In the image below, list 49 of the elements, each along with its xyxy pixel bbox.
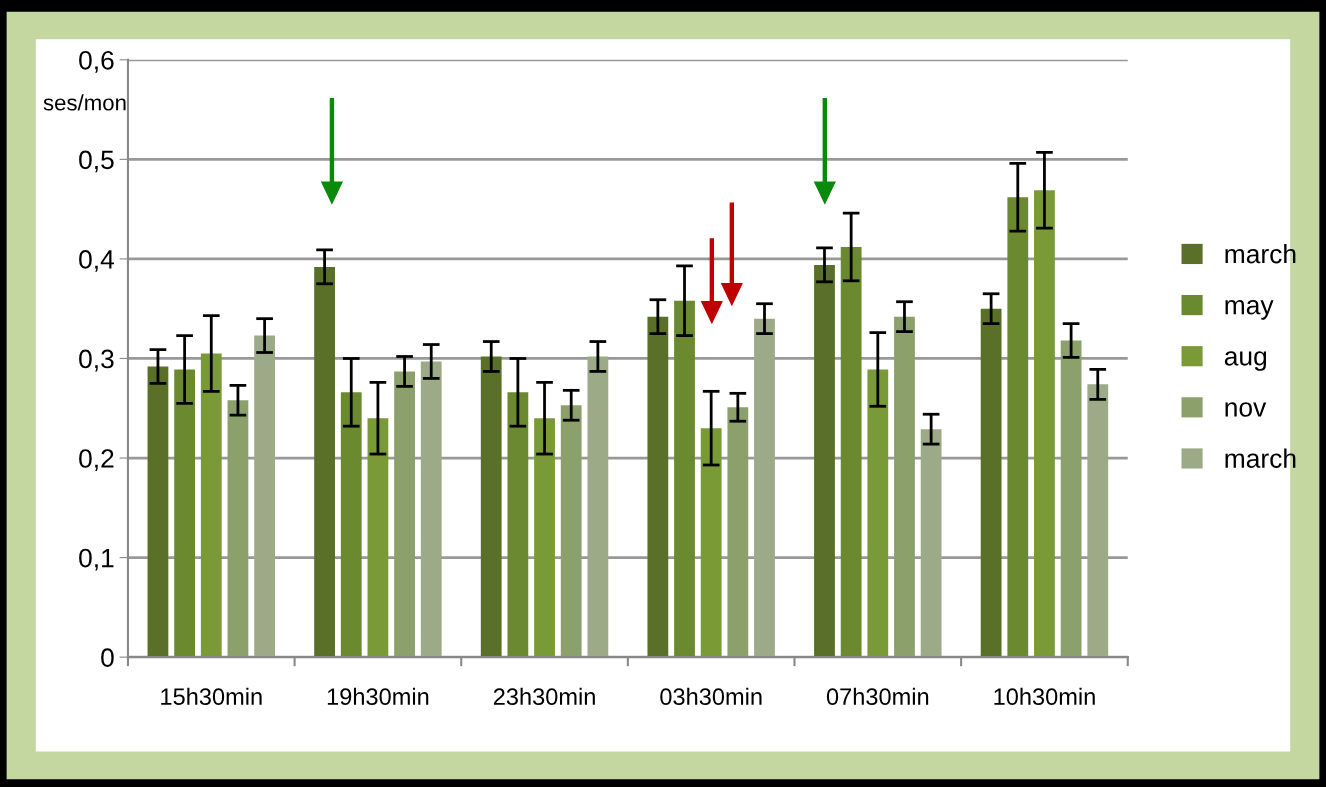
bar (314, 266, 335, 658)
bar (480, 356, 502, 658)
y-tick-label: 0,1 (79, 548, 114, 571)
x-tick-label: 19h30min (327, 687, 429, 706)
y-tick-label: 0,3 (79, 349, 114, 372)
legend-label: aug (1224, 351, 1267, 371)
bar (867, 369, 889, 658)
y-tick-label: 0,6 (79, 50, 114, 73)
bar (647, 316, 669, 658)
y-tick-label: 0,2 (79, 449, 114, 471)
bar (1034, 190, 1055, 658)
x-tick-label: 10h30min (994, 687, 1095, 706)
bar (534, 418, 555, 658)
bar (700, 428, 722, 658)
bar (840, 246, 862, 658)
bar (674, 300, 695, 658)
bar (920, 429, 942, 658)
legend-label: march (1225, 448, 1296, 468)
bar (227, 400, 249, 658)
bar (174, 369, 196, 658)
bar (814, 264, 835, 658)
y-tick-label: 0,5 (79, 150, 114, 173)
bar (507, 392, 529, 658)
x-tick-label: 03h30min (660, 687, 762, 706)
legend-label: nov (1225, 402, 1267, 417)
bar (394, 371, 415, 658)
x-tick-label: 23h30min (493, 687, 595, 706)
y-tick-label: 0 (101, 648, 114, 667)
bar (560, 405, 582, 658)
x-tick-label: 07h30min (826, 687, 929, 706)
bar (367, 418, 389, 658)
y-tick-label: 0,4 (79, 250, 114, 272)
bar (587, 356, 609, 658)
bar (340, 392, 362, 658)
y-axis-title: ses/mon (43, 94, 126, 111)
bar (147, 366, 169, 658)
bar (200, 353, 222, 658)
x-tick-label: 15h30min (161, 687, 262, 706)
bar (727, 407, 749, 658)
bar (754, 318, 775, 658)
bar (420, 361, 442, 658)
bar (894, 316, 915, 658)
bar (1060, 340, 1082, 658)
legend-label: may (1225, 300, 1274, 320)
legend-label: march (1225, 243, 1296, 264)
bar (1087, 384, 1109, 658)
bar (980, 308, 1002, 658)
bar (254, 335, 275, 658)
bar (1007, 197, 1029, 658)
